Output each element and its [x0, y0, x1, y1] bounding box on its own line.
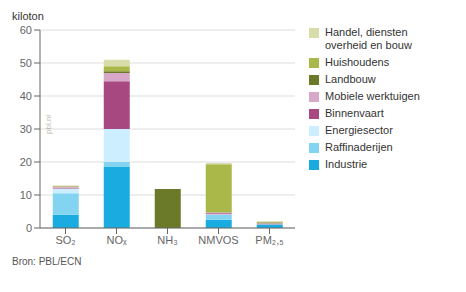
html-text:Binnenvaart: Binnenvaart: [325, 107, 384, 119]
svg-text:NH₃: NH₃: [157, 234, 177, 246]
svg-text:0: 0: [26, 222, 32, 234]
svg-text:30: 30: [20, 123, 32, 135]
html-text:Raffinaderijen: Raffinaderijen: [325, 141, 393, 153]
svg-text:20: 20: [20, 156, 32, 168]
html-text:Huishoudens: Huishoudens: [325, 56, 390, 68]
html-text:pbl.nl: pbl.nl: [44, 114, 53, 134]
svg-text:SO₂: SO₂: [55, 234, 75, 246]
html-text:kiloton: kiloton: [12, 10, 44, 22]
svg-text:NMVOS: NMVOS: [198, 234, 238, 246]
html-text:Bron: PBL/ECN: Bron: PBL/ECN: [12, 256, 82, 267]
svg-text:PM₂,₅: PM₂,₅: [255, 234, 283, 246]
html-text:Energiesector: Energiesector: [325, 124, 393, 136]
svg-text:50: 50: [20, 57, 32, 69]
html-text:Landbouw: Landbouw: [325, 73, 376, 85]
svg-text:40: 40: [20, 90, 32, 102]
svg-text:10: 10: [20, 189, 32, 201]
svg-text:60: 60: [20, 24, 32, 36]
html-text:Industrie: Industrie: [325, 158, 368, 170]
svg-text:NOₓ: NOₓ: [106, 234, 127, 246]
html-text:Mobiele werktuigen: Mobiele werktuigen: [325, 90, 420, 102]
html-text:Handel, diensten overheid en b: Handel, diensten overheid en bouw: [325, 26, 412, 51]
